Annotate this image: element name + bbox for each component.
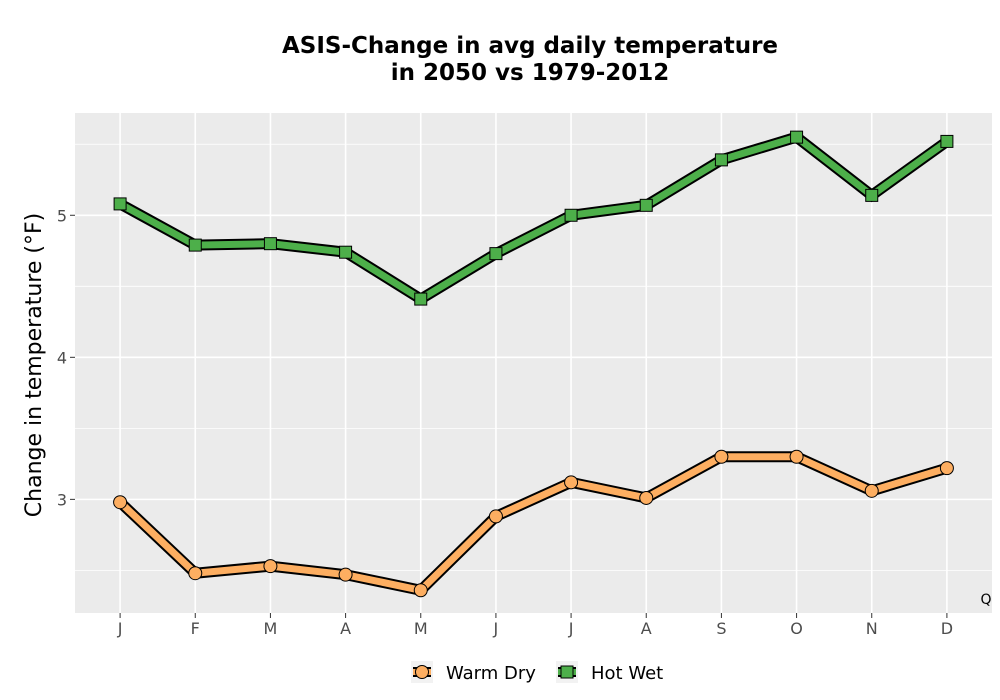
data-point bbox=[639, 198, 653, 212]
x-tick-label: N bbox=[866, 619, 878, 638]
series-layer bbox=[113, 130, 954, 598]
data-point bbox=[413, 583, 428, 598]
data-point bbox=[414, 292, 428, 306]
x-tick-label: F bbox=[191, 619, 200, 638]
x-tick-label: M bbox=[264, 619, 278, 638]
x-tick-label: S bbox=[716, 619, 726, 638]
legend-item: Warm Dry bbox=[411, 661, 536, 684]
data-point bbox=[339, 245, 353, 259]
y-tick-label: 4 bbox=[57, 348, 67, 367]
data-point bbox=[489, 247, 503, 261]
y-tick-label: 5 bbox=[57, 206, 67, 225]
data-point bbox=[714, 153, 728, 167]
grid-major bbox=[75, 113, 992, 613]
series-line bbox=[117, 453, 948, 595]
data-point bbox=[639, 490, 654, 505]
series-warm-dry bbox=[113, 449, 954, 598]
data-point bbox=[790, 130, 804, 144]
corner-annotation: Q bbox=[980, 592, 991, 608]
data-point bbox=[564, 475, 579, 490]
x-tick-label: J bbox=[117, 619, 123, 638]
x-tick-label: A bbox=[340, 619, 351, 638]
data-point bbox=[564, 208, 578, 222]
legend-item: Hot Wet bbox=[556, 661, 663, 684]
data-point bbox=[864, 483, 879, 498]
data-point bbox=[188, 566, 203, 581]
chart-title-line-1: ASIS-Change in avg daily temperature bbox=[282, 33, 778, 59]
data-point bbox=[338, 567, 353, 582]
data-point bbox=[865, 188, 879, 202]
legend-label: Hot Wet bbox=[591, 663, 663, 684]
chart-title-line-2: in 2050 vs 1979-2012 bbox=[391, 60, 670, 86]
legend-label: Warm Dry bbox=[446, 663, 536, 684]
series-hot-wet bbox=[113, 130, 954, 306]
plot-panel bbox=[75, 113, 992, 613]
x-tick-label: J bbox=[493, 619, 499, 638]
x-tick-label: D bbox=[941, 619, 953, 638]
data-point bbox=[263, 237, 277, 251]
legend-key-marker bbox=[560, 665, 574, 679]
series-line bbox=[118, 133, 949, 304]
data-point bbox=[113, 197, 127, 211]
y-axis-label: Change in temperature (°F) bbox=[22, 213, 47, 517]
x-tick-label: J bbox=[568, 619, 574, 638]
x-tick-label: M bbox=[414, 619, 428, 638]
y-axis: 3 4 5 bbox=[57, 206, 75, 509]
data-point bbox=[940, 134, 954, 148]
data-point bbox=[939, 461, 954, 476]
data-point bbox=[188, 238, 202, 252]
data-point bbox=[113, 495, 128, 510]
data-point bbox=[714, 449, 729, 464]
data-point bbox=[789, 449, 804, 464]
data-point bbox=[488, 509, 503, 524]
x-tick-label: A bbox=[641, 619, 652, 638]
data-point bbox=[263, 559, 278, 574]
y-tick-label: 3 bbox=[57, 490, 67, 509]
legend-key-marker bbox=[415, 665, 429, 679]
x-tick-label: O bbox=[790, 619, 803, 638]
legend: Warm Dry Hot Wet bbox=[411, 661, 663, 684]
